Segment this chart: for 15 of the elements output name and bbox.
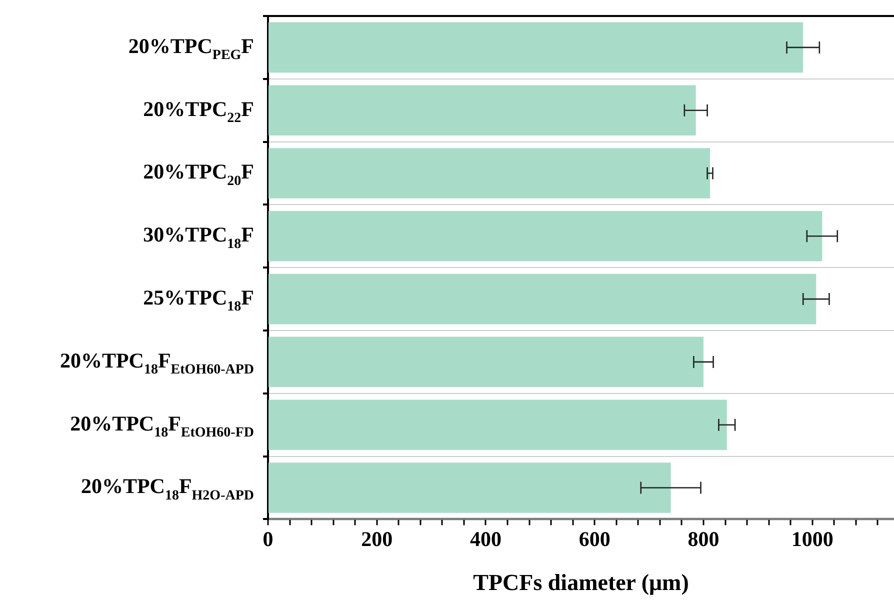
bar: [268, 148, 710, 198]
x-axis-title: TPCFs diameter (μm): [473, 570, 689, 596]
bar: [268, 22, 804, 73]
x-tick-label: 600: [578, 527, 610, 552]
bar: [268, 274, 816, 324]
bar: [268, 462, 671, 513]
bar: [268, 85, 696, 136]
x-tick-label: 400: [470, 527, 502, 552]
x-tick-label: 1000: [791, 527, 834, 552]
bar: [268, 210, 822, 262]
bar: [268, 400, 727, 450]
x-tick-label: 800: [688, 527, 720, 552]
x-tick-label: 0: [262, 527, 274, 552]
bar: [268, 336, 704, 388]
x-tick-label: 200: [361, 527, 393, 552]
